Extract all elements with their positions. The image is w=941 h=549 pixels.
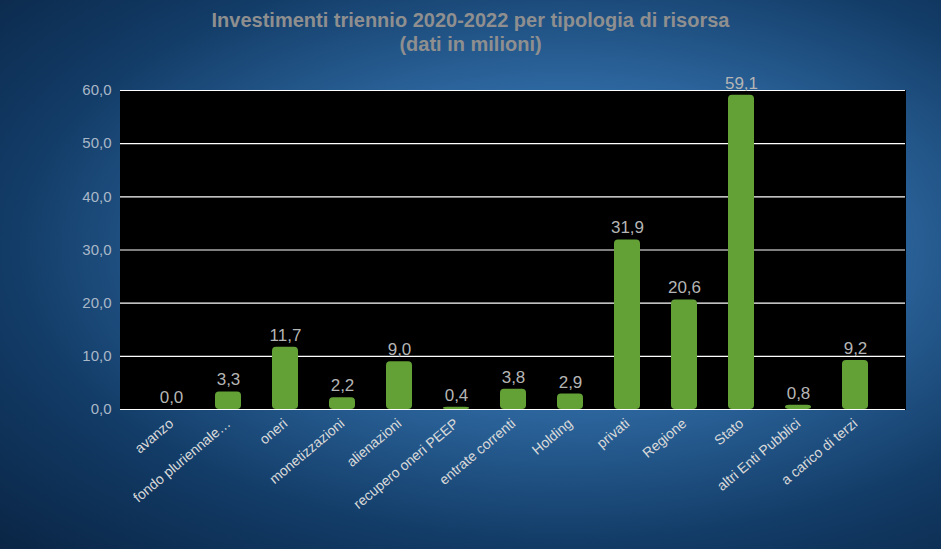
svg-text:fondo pluriennale…: fondo pluriennale… bbox=[130, 415, 233, 505]
svg-text:monetizzazioni: monetizzazioni bbox=[266, 415, 347, 487]
svg-text:3,3: 3,3 bbox=[217, 370, 241, 389]
html-text:Investimenti triennio 2020-202: Investimenti triennio 2020-2022 per tipo… bbox=[211, 9, 730, 31]
svg-text:0,8: 0,8 bbox=[787, 384, 811, 403]
html-text:(dati in milioni): (dati in milioni) bbox=[399, 33, 542, 55]
svg-text:50,0: 50,0 bbox=[82, 134, 111, 151]
svg-text:2,2: 2,2 bbox=[331, 376, 355, 395]
svg-text:a carico di terzi: a carico di terzi bbox=[778, 415, 860, 488]
svg-text:0,0: 0,0 bbox=[91, 400, 112, 417]
svg-text:altri Enti Pubblici: altri Enti Pubblici bbox=[713, 415, 804, 494]
svg-text:0,0: 0,0 bbox=[160, 388, 184, 407]
svg-text:20,6: 20,6 bbox=[668, 278, 701, 297]
svg-text:alienazioni: alienazioni bbox=[343, 415, 405, 470]
svg-text:10,0: 10,0 bbox=[82, 347, 111, 364]
svg-text:11,7: 11,7 bbox=[270, 326, 302, 345]
svg-text:Stato: Stato bbox=[711, 415, 746, 448]
svg-text:2,9: 2,9 bbox=[559, 373, 583, 392]
svg-text:40,0: 40,0 bbox=[82, 188, 111, 205]
svg-text:9,0: 9,0 bbox=[388, 340, 412, 359]
svg-text:avanzo: avanzo bbox=[131, 415, 176, 456]
svg-text:59,1: 59,1 bbox=[725, 74, 758, 93]
svg-text:20,0: 20,0 bbox=[82, 294, 111, 311]
svg-text:9,2: 9,2 bbox=[844, 339, 868, 358]
svg-text:entrate correnti: entrate correnti bbox=[436, 415, 518, 488]
svg-text:Holding: Holding bbox=[529, 415, 576, 458]
svg-text:privati: privati bbox=[593, 415, 632, 451]
svg-text:60,0: 60,0 bbox=[82, 81, 111, 98]
svg-text:3,8: 3,8 bbox=[502, 368, 526, 387]
svg-text:recupero oneri PEEP: recupero oneri PEEP bbox=[350, 415, 461, 512]
svg-text:Regione: Regione bbox=[639, 415, 689, 461]
svg-text:oneri: oneri bbox=[256, 415, 290, 447]
svg-text:31,9: 31,9 bbox=[611, 218, 644, 237]
svg-text:30,0: 30,0 bbox=[82, 241, 111, 258]
svg-text:0,4: 0,4 bbox=[445, 386, 469, 405]
